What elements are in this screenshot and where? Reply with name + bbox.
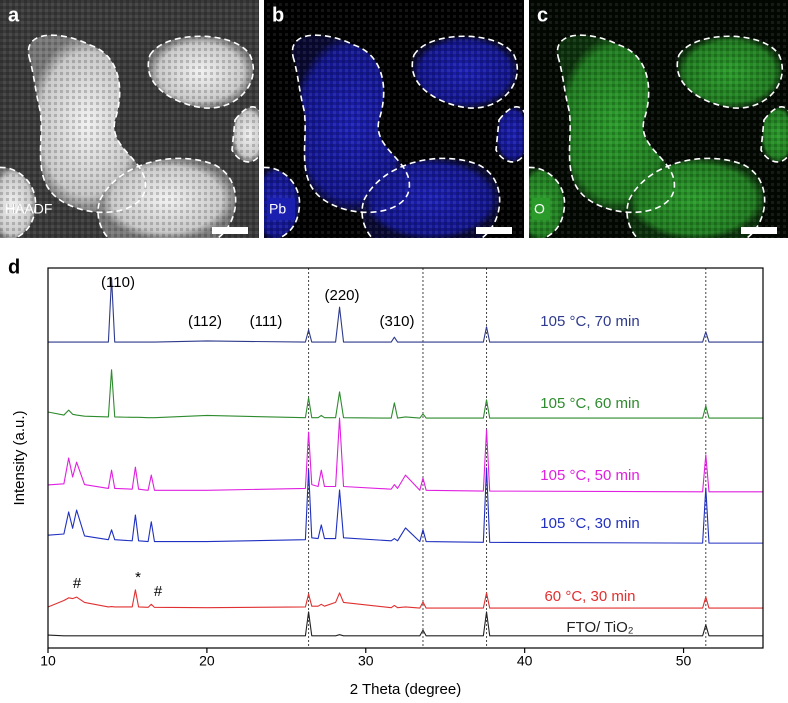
peak-annotation: (111) — [250, 313, 283, 330]
x-axis-label: 2 Theta (degree) — [350, 681, 461, 698]
scale-bar — [476, 227, 512, 234]
x-tick-label: 40 — [517, 653, 533, 669]
particle-outline — [495, 106, 524, 163]
particle-outline — [760, 106, 788, 163]
particle-outline — [529, 166, 566, 238]
series-label: 105 °C, 30 min — [540, 515, 639, 532]
xrd-pattern — [47, 369, 763, 419]
particle-outline — [361, 157, 501, 238]
panel-label: b — [272, 4, 284, 26]
element-tag: HAADF — [5, 201, 52, 217]
panel-label: c — [537, 4, 548, 26]
peak-annotation: (310) — [379, 313, 414, 330]
particle-outline — [27, 34, 147, 214]
particle-outline — [147, 35, 255, 109]
particle-outline — [291, 34, 411, 214]
xrd-pattern — [47, 417, 763, 493]
x-tick-label: 30 — [358, 653, 374, 669]
y-axis-label: Intensity (a.u.) — [11, 410, 28, 505]
peak-annotation: (220) — [324, 287, 359, 304]
peak-annotation: * — [135, 569, 141, 586]
x-tick-label: 20 — [199, 653, 215, 669]
peak-annotation: (110) — [101, 274, 135, 291]
xrd-pattern — [47, 467, 763, 544]
particle-outline — [0, 166, 37, 238]
xrd-pattern — [48, 277, 763, 343]
x-tick-label: 10 — [40, 653, 56, 669]
series-label: FTO/ TiO₂ — [566, 619, 633, 636]
image-panel: a HAADF — [0, 0, 259, 238]
image-texture — [264, 0, 524, 238]
plot-frame — [47, 267, 764, 649]
image-texture — [529, 0, 788, 238]
peak-annotation: # — [154, 583, 163, 600]
xrd-pattern — [47, 611, 763, 637]
scale-bar — [212, 227, 248, 234]
panel-label: d — [8, 256, 20, 278]
particle-outline — [676, 35, 784, 109]
image-texture — [0, 0, 259, 238]
series-label: 60 °C, 30 min — [544, 588, 635, 605]
element-tag: O — [534, 201, 545, 217]
xrd-pattern — [47, 589, 763, 609]
particle-outline — [626, 157, 766, 238]
panel-label: a — [8, 4, 20, 26]
series-label: 105 °C, 60 min — [540, 395, 639, 412]
particle-outline — [264, 166, 301, 238]
x-tick-label: 50 — [676, 653, 692, 669]
tag-background — [532, 198, 550, 220]
particle-outline — [556, 34, 676, 214]
xrd-chart: d 105 °C, 70 min 105 °C, 60 min 105 °C, 50 … — [8, 256, 764, 698]
peak-annotation: (112) — [188, 313, 222, 330]
peak-annotation: # — [73, 575, 82, 592]
particle-outline — [231, 106, 259, 163]
series-label: 105 °C, 50 min — [540, 467, 639, 484]
particle-outline — [411, 35, 519, 109]
particle-outline — [97, 157, 237, 238]
image-panel: b Pb — [264, 0, 524, 238]
image-panel: cO — [529, 0, 788, 238]
scale-bar — [741, 227, 777, 234]
tag-background — [267, 198, 295, 220]
series-label: 105 °C, 70 min — [540, 313, 639, 330]
element-tag: Pb — [269, 201, 286, 217]
